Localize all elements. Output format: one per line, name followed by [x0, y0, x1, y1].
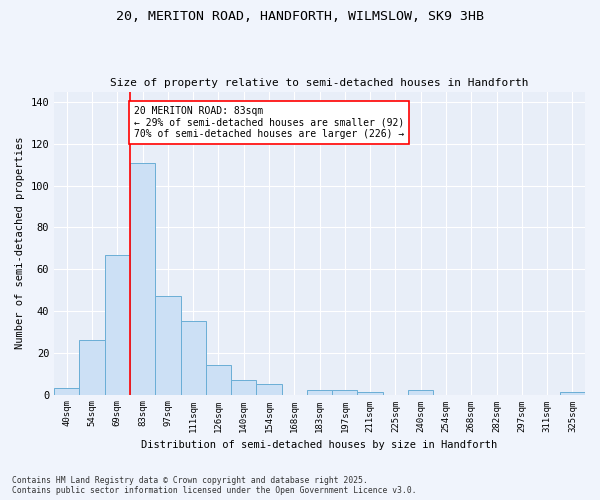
Bar	[332, 390, 358, 394]
Bar	[206, 366, 231, 394]
Text: 20 MERITON ROAD: 83sqm
← 29% of semi-detached houses are smaller (92)
70% of sem: 20 MERITON ROAD: 83sqm ← 29% of semi-det…	[134, 106, 404, 140]
Bar	[560, 392, 585, 394]
Bar	[307, 390, 332, 394]
Bar	[358, 392, 383, 394]
Bar	[408, 390, 433, 394]
Bar	[105, 254, 130, 394]
Bar	[54, 388, 79, 394]
Bar	[79, 340, 105, 394]
Bar	[130, 162, 155, 394]
Bar	[155, 296, 181, 394]
Bar	[256, 384, 281, 394]
Text: Contains HM Land Registry data © Crown copyright and database right 2025.
Contai: Contains HM Land Registry data © Crown c…	[12, 476, 416, 495]
Bar	[181, 322, 206, 394]
Text: 20, MERITON ROAD, HANDFORTH, WILMSLOW, SK9 3HB: 20, MERITON ROAD, HANDFORTH, WILMSLOW, S…	[116, 10, 484, 23]
Bar	[231, 380, 256, 394]
Title: Size of property relative to semi-detached houses in Handforth: Size of property relative to semi-detach…	[110, 78, 529, 88]
Y-axis label: Number of semi-detached properties: Number of semi-detached properties	[15, 137, 25, 350]
X-axis label: Distribution of semi-detached houses by size in Handforth: Distribution of semi-detached houses by …	[142, 440, 498, 450]
